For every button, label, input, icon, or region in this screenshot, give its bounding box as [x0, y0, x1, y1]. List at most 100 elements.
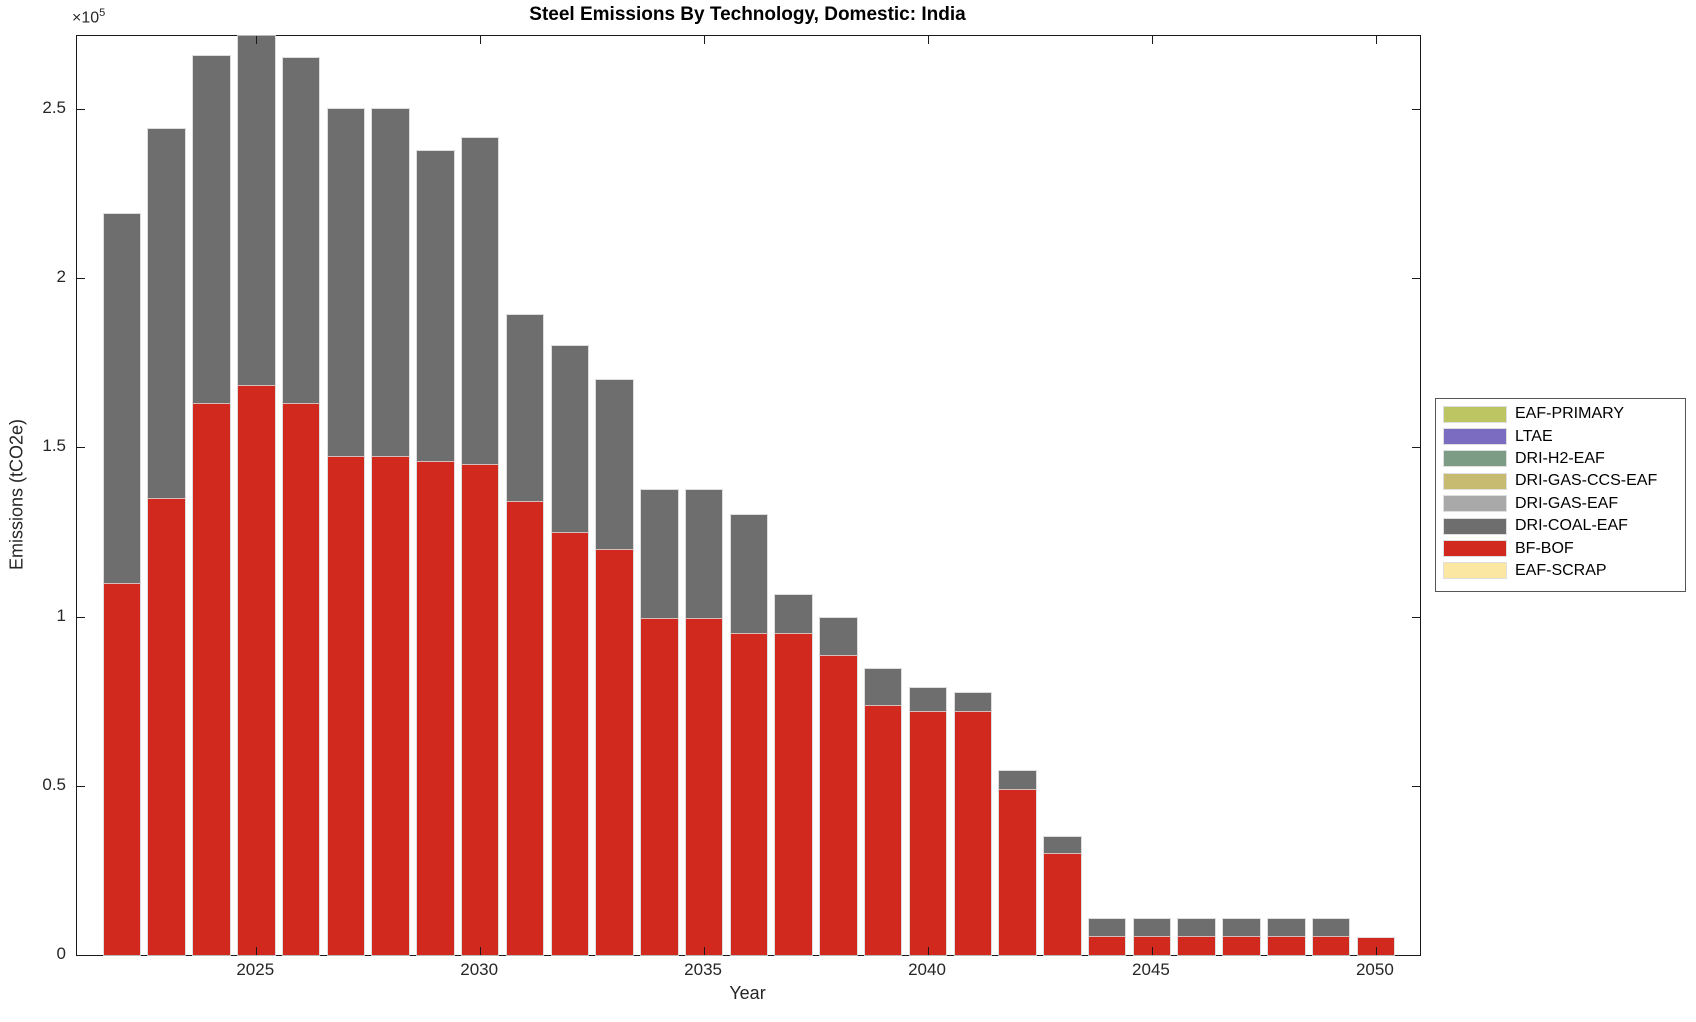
- legend-swatch-icon: [1443, 495, 1507, 513]
- x-tick-label: 2035: [684, 960, 722, 979]
- y-tick-label: 2.5: [42, 97, 66, 117]
- y-tick: [77, 278, 85, 280]
- bar-segment-dri-coal-eaf-2044: [1087, 918, 1127, 938]
- x-tick: [704, 947, 706, 955]
- bar-segment-dri-coal-eaf-2041: [953, 691, 993, 713]
- bar-segment-dri-coal-eaf-2032: [550, 344, 589, 533]
- y-axis-multiplier: ×105: [72, 7, 106, 27]
- legend-swatch-icon: [1443, 450, 1507, 468]
- bar-segment-bf-bof-2043: [1043, 852, 1082, 956]
- bar-segment-bf-bof-2028: [371, 454, 410, 957]
- legend-item-label: DRI-COAL-EAF: [1515, 517, 1628, 535]
- legend-item-dri-h2-eaf: DRI-H2-EAF: [1436, 448, 1685, 470]
- y-tick: [77, 616, 85, 618]
- bar-segment-dri-coal-eaf-2028: [371, 107, 410, 457]
- bar-segment-bf-bof-2040: [908, 710, 948, 956]
- legend-item-dri-gas-ccs-eaf: DRI-GAS-CCS-EAF: [1436, 470, 1685, 492]
- legend-swatch-icon: [1443, 405, 1507, 423]
- bar-segment-dri-coal-eaf-2026: [281, 57, 321, 405]
- legend-swatch-icon: [1443, 540, 1507, 558]
- x-axis-label: Year: [729, 983, 766, 1003]
- bar-segment-bf-bof-2044: [1087, 935, 1127, 956]
- x-tick-label: 2025: [236, 960, 275, 979]
- x-tick: [480, 947, 482, 955]
- bar-segment-dri-coal-eaf-2046: [1177, 918, 1216, 938]
- y-tick: [77, 785, 85, 787]
- x-tick-top: [1151, 36, 1153, 44]
- bar-segment-dri-coal-eaf-2037: [774, 593, 813, 635]
- bar-segment-bf-bof-2024: [192, 402, 231, 956]
- bar-segment-bf-bof-2041: [953, 710, 993, 956]
- bar-segment-bf-bof-2047: [1222, 935, 1261, 956]
- bar-segment-dri-coal-eaf-2022: [102, 212, 142, 584]
- legend-item-label: DRI-H2-EAF: [1515, 449, 1605, 467]
- legend-item-ltae: LTAE: [1436, 425, 1685, 447]
- bar-segment-bf-bof-2038: [819, 654, 858, 956]
- bar-segment-bf-bof-2037: [774, 632, 813, 956]
- legend-item-dri-gas-eaf: DRI-GAS-EAF: [1436, 493, 1685, 515]
- bar-segment-bf-bof-2039: [863, 703, 903, 957]
- y-tick: [77, 955, 85, 956]
- x-tick-label: 2045: [1132, 960, 1170, 979]
- y-tick-right: [1412, 616, 1420, 618]
- bar-segment-dri-coal-eaf-2047: [1222, 918, 1261, 938]
- plot-area: [76, 35, 1421, 957]
- bar-segment-bf-bof-2022: [102, 581, 142, 957]
- x-tick: [1375, 947, 1377, 955]
- bar-segment-dri-coal-eaf-2042: [998, 769, 1037, 791]
- x-tick-label: 2030: [460, 960, 499, 979]
- bar-segment-bf-bof-2035: [684, 617, 724, 956]
- y-tick: [77, 108, 85, 110]
- y-tick-right: [1412, 785, 1420, 787]
- bar-segment-bf-bof-2029: [416, 459, 455, 957]
- x-tick: [1151, 947, 1153, 955]
- bar-segment-bf-bof-2030: [460, 463, 500, 956]
- y-tick-label: 1: [56, 605, 66, 625]
- y-tick-right: [1412, 108, 1420, 110]
- legend-item-label: DRI-GAS-CCS-EAF: [1515, 472, 1658, 490]
- bar-segment-bf-bof-2023: [147, 497, 186, 956]
- y-tick-label: 0.5: [42, 774, 66, 794]
- bar-segment-dri-coal-eaf-2027: [326, 107, 366, 457]
- x-tick-label: 2050: [1355, 960, 1394, 979]
- x-tick-label: 2040: [908, 960, 946, 979]
- x-tick-top: [1375, 36, 1377, 44]
- bar-segment-dri-coal-eaf-2024: [192, 55, 231, 405]
- y-tick-label: 1.5: [42, 436, 66, 456]
- bar-segment-dri-coal-eaf-2039: [863, 668, 903, 706]
- bar-segment-dri-coal-eaf-2033: [595, 378, 634, 550]
- legend-item-bf-bof: BF-BOF: [1436, 537, 1685, 559]
- bar-segment-dri-coal-eaf-2038: [819, 617, 858, 657]
- y-tick-label: 2: [56, 267, 66, 287]
- legend-item-label: LTAE: [1515, 427, 1553, 445]
- y-tick-right: [1412, 447, 1420, 449]
- bar-segment-dri-coal-eaf-2036: [729, 513, 769, 635]
- y-tick-label: 0: [56, 944, 66, 963]
- bar-segment-dri-coal-eaf-2045: [1132, 918, 1172, 938]
- bar-segment-bf-bof-2032: [550, 530, 589, 957]
- y-axis-label: Emissions (tCO2e): [6, 418, 27, 571]
- bar-segment-bf-bof-2026: [281, 402, 321, 956]
- bar-segment-bf-bof-2031: [505, 500, 545, 956]
- bar-segment-dri-coal-eaf-2049: [1311, 918, 1351, 938]
- bar-segment-bf-bof-2034: [640, 617, 679, 956]
- bar-segment-bf-bof-2036: [729, 632, 769, 956]
- bar-segment-bf-bof-2027: [326, 454, 366, 957]
- x-tick-top: [928, 36, 930, 44]
- legend-item-label: EAF-SCRAP: [1515, 561, 1607, 579]
- legend-swatch-icon: [1443, 472, 1507, 490]
- bar-segment-dri-coal-eaf-2025: [237, 35, 276, 386]
- bar-segment-bf-bof-2048: [1267, 935, 1306, 956]
- bar-segment-dri-coal-eaf-2034: [640, 488, 679, 620]
- legend-item-label: EAF-PRIMARY: [1515, 405, 1625, 423]
- legend-item-label: DRI-GAS-EAF: [1515, 494, 1619, 512]
- bar-segment-bf-bof-2033: [595, 547, 634, 957]
- bar-segment-dri-coal-eaf-2043: [1043, 835, 1082, 855]
- bar-segment-dri-coal-eaf-2031: [505, 314, 545, 503]
- bar-segment-bf-bof-2045: [1132, 935, 1172, 956]
- bar-segment-bf-bof-2049: [1311, 935, 1351, 956]
- bar-segment-bf-bof-2046: [1177, 935, 1216, 956]
- bar-segment-dri-coal-eaf-2030: [460, 136, 500, 466]
- x-tick-top: [480, 36, 482, 44]
